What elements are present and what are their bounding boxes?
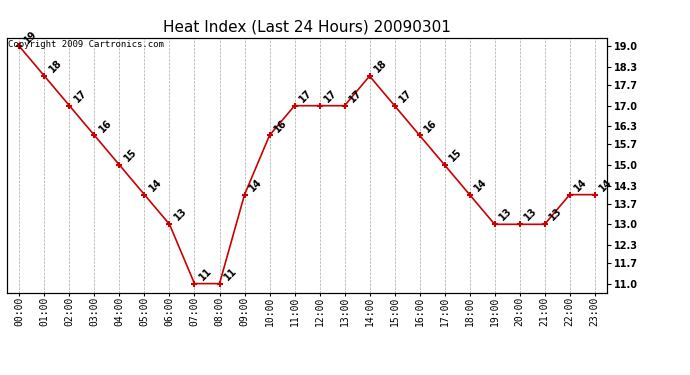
- Text: 16: 16: [97, 117, 114, 134]
- Text: 14: 14: [473, 177, 489, 193]
- Text: 13: 13: [547, 206, 564, 223]
- Text: 14: 14: [573, 177, 589, 193]
- Text: Copyright 2009 Cartronics.com: Copyright 2009 Cartronics.com: [8, 40, 164, 49]
- Text: 17: 17: [397, 88, 414, 104]
- Text: 18: 18: [373, 58, 389, 75]
- Text: 16: 16: [273, 117, 289, 134]
- Text: 19: 19: [22, 28, 39, 45]
- Text: 13: 13: [522, 206, 539, 223]
- Text: 17: 17: [297, 88, 314, 104]
- Text: 16: 16: [422, 117, 439, 134]
- Text: 13: 13: [172, 206, 189, 223]
- Text: 11: 11: [222, 266, 239, 282]
- Text: 15: 15: [447, 147, 464, 164]
- Title: Heat Index (Last 24 Hours) 20090301: Heat Index (Last 24 Hours) 20090301: [163, 20, 451, 35]
- Text: 14: 14: [598, 177, 614, 193]
- Text: 17: 17: [322, 88, 339, 104]
- Text: 14: 14: [247, 177, 264, 193]
- Text: 17: 17: [347, 88, 364, 104]
- Text: 13: 13: [497, 206, 514, 223]
- Text: 14: 14: [147, 177, 164, 193]
- Text: 18: 18: [47, 58, 64, 75]
- Text: 17: 17: [72, 88, 89, 104]
- Text: 11: 11: [197, 266, 214, 282]
- Text: 15: 15: [122, 147, 139, 164]
